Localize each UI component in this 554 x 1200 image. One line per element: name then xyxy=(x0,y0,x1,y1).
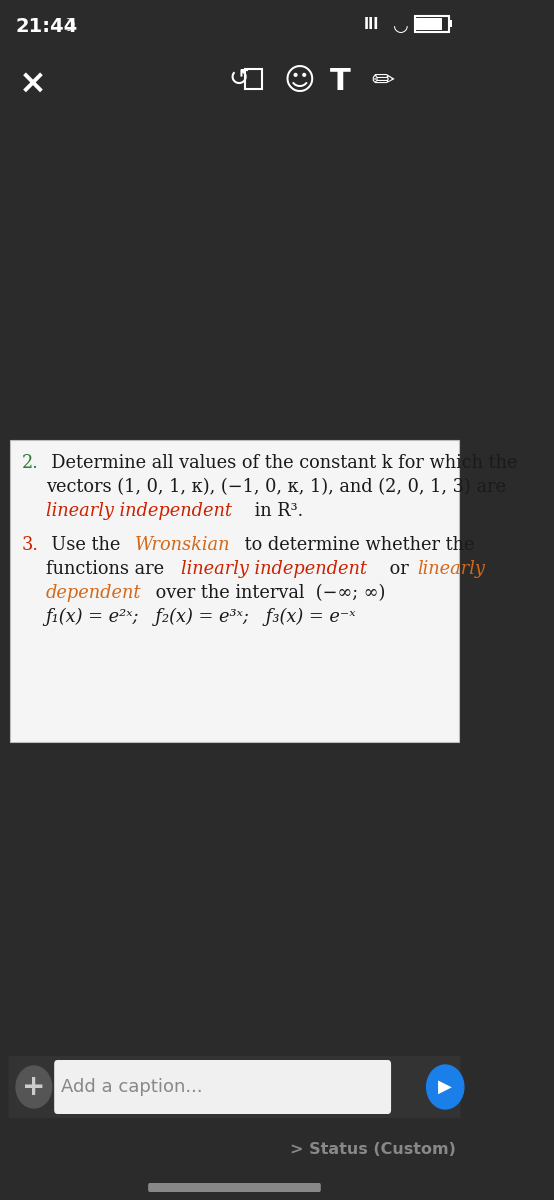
Text: +: + xyxy=(22,1073,45,1102)
Text: dependent: dependent xyxy=(46,584,141,602)
FancyBboxPatch shape xyxy=(54,1060,391,1114)
Text: 3.: 3. xyxy=(22,536,39,554)
Text: T: T xyxy=(330,67,351,96)
Text: 21:44: 21:44 xyxy=(16,17,78,36)
Text: ☽: ☽ xyxy=(59,17,75,35)
Text: ☺: ☺ xyxy=(284,67,315,96)
Text: in R³.: in R³. xyxy=(249,502,303,520)
FancyBboxPatch shape xyxy=(8,1056,460,1118)
Text: ƒ₁(x) = e²ˣ;   ƒ₂(x) = e³ˣ;   ƒ₃(x) = e⁻ˣ: ƒ₁(x) = e²ˣ; ƒ₂(x) = e³ˣ; ƒ₃(x) = e⁻ˣ xyxy=(46,608,356,626)
FancyBboxPatch shape xyxy=(417,18,442,30)
Text: > Status (Custom): > Status (Custom) xyxy=(290,1142,455,1157)
Text: or: or xyxy=(384,560,414,578)
Text: linearly independent: linearly independent xyxy=(181,560,367,578)
Text: lll: lll xyxy=(364,17,379,32)
Text: ✏: ✏ xyxy=(371,67,394,95)
Text: ↺: ↺ xyxy=(229,67,249,91)
Circle shape xyxy=(427,1066,464,1109)
Text: ×: × xyxy=(19,67,47,100)
Text: 2.: 2. xyxy=(22,454,39,472)
Text: Wronskian: Wronskian xyxy=(135,536,230,554)
Text: Add a caption...: Add a caption... xyxy=(61,1078,203,1096)
Text: Use the: Use the xyxy=(40,536,126,554)
Text: functions are: functions are xyxy=(46,560,170,578)
FancyBboxPatch shape xyxy=(449,20,452,26)
Text: linearly independent: linearly independent xyxy=(46,502,232,520)
Text: vectors (1, 0, 1, κ), (−1, 0, κ, 1), and (2, 0, 1, 3) are: vectors (1, 0, 1, κ), (−1, 0, κ, 1), and… xyxy=(46,478,506,496)
Text: ▶: ▶ xyxy=(438,1078,452,1096)
Circle shape xyxy=(16,1066,52,1108)
Text: to determine whether the: to determine whether the xyxy=(239,536,474,554)
Text: ◡: ◡ xyxy=(392,17,408,35)
FancyBboxPatch shape xyxy=(10,440,459,742)
Text: over the interval  (−∞; ∞): over the interval (−∞; ∞) xyxy=(150,584,386,602)
FancyBboxPatch shape xyxy=(148,1183,321,1192)
Text: linearly: linearly xyxy=(417,560,485,578)
Text: Determine all values of the constant k for which the: Determine all values of the constant k f… xyxy=(40,454,518,472)
